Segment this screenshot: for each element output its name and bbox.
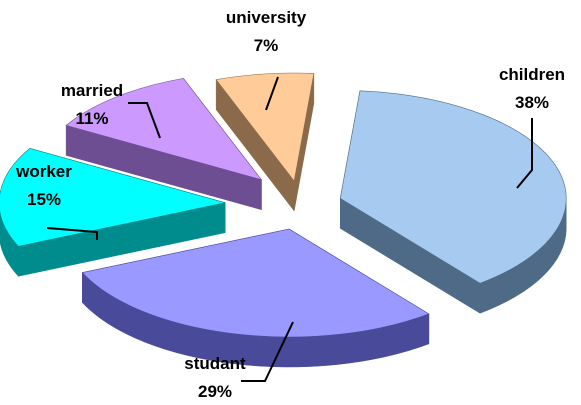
slice-value-studant: 29% [198, 382, 232, 401]
slice-value-university: 7% [254, 36, 279, 55]
pie-slice-studant [81, 228, 430, 368]
pie-slice-children [339, 90, 567, 314]
pie-slice-university [215, 72, 315, 212]
slice-top-children [339, 90, 567, 284]
leader-line-university [265, 76, 279, 111]
slice-label-studant: studant [184, 354, 246, 373]
leader-line-studant [241, 321, 294, 382]
slice-label-married: married [61, 81, 123, 100]
pie-slice-married [65, 77, 263, 211]
slice-label-worker: worker [15, 162, 72, 181]
slice-top-married [65, 78, 263, 181]
slice-value-children: 38% [515, 93, 549, 112]
pie-slices [0, 72, 567, 368]
slice-labels: children 38% studant 29% worker 15% married 11%… [15, 8, 565, 401]
leader-line-married [128, 102, 161, 139]
leader-line-children [516, 118, 533, 189]
slice-top-studant [81, 228, 430, 338]
slice-label-children: children [499, 65, 565, 84]
slice-top-worker [0, 148, 226, 247]
slice-value-married: 11% [75, 109, 108, 128]
slice-top-university [215, 72, 315, 182]
pie-slice-worker [0, 148, 226, 277]
slice-value-worker: 15% [27, 190, 61, 209]
slice-label-university: university [226, 8, 307, 27]
leader-line-worker [46, 227, 98, 240]
